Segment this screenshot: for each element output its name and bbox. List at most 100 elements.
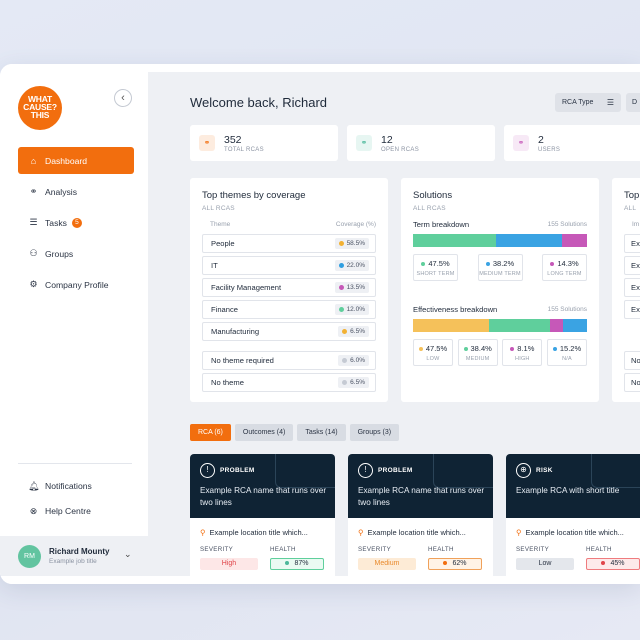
- filter-label: D: [632, 99, 638, 106]
- column-header-coverage: Coverage (%): [335, 221, 376, 228]
- chevron-left-icon: ‹: [121, 92, 125, 104]
- card-subtitle: ALL RCAS: [413, 205, 446, 212]
- sidebar-item-dashboard[interactable]: ⌂ Dashboard: [18, 147, 134, 174]
- solutions-card: Solutions ALL RCAS Term breakdown 155 So…: [401, 178, 599, 402]
- divider: [18, 463, 132, 464]
- location-pin-icon: ⚲: [358, 528, 364, 537]
- date-filter[interactable]: D: [626, 93, 640, 112]
- health-label: HEALTH: [586, 546, 612, 553]
- sidebar-bottom-nav: 🔔︎ Notifications ⊗ Help Centre: [18, 474, 134, 524]
- severity-badge: High: [200, 558, 258, 570]
- theme-row[interactable]: Ex: [624, 234, 640, 253]
- theme-row[interactable]: Facility Management 13.5%: [202, 278, 376, 297]
- theme-row[interactable]: Manufacturing 6.5%: [202, 322, 376, 341]
- sidebar-item-groups[interactable]: ⚇ Groups: [18, 240, 134, 267]
- severity-label: SEVERITY: [200, 546, 234, 553]
- user-profile[interactable]: RM Richard Mounty Example job title ⌄: [0, 536, 148, 576]
- theme-name: No theme: [211, 378, 244, 387]
- health-badge: 62%: [428, 558, 482, 570]
- rca-card[interactable]: ! PROBLEM Example RCA name that runs over …: [190, 454, 335, 576]
- coverage-dot: [338, 285, 344, 290]
- coverage-dot: [338, 263, 344, 268]
- rca-location: ⚲ Example location title which...: [358, 528, 466, 537]
- effect-solution-count: 155 Solutions: [547, 306, 587, 313]
- rca-location: ⚲ Example location title which...: [200, 528, 308, 537]
- breakdown-label: HIGH: [515, 356, 530, 362]
- breakdown-percent: 38.4%: [470, 344, 492, 353]
- sidebar-item-help-centre[interactable]: ⊗ Help Centre: [18, 499, 134, 523]
- coverage-value: 6.5%: [350, 328, 365, 335]
- breakdown-stat: 15.2% N/A: [547, 339, 587, 366]
- third-card: Top ALL Im Ex Ex Ex Ex No No: [612, 178, 640, 402]
- severity-badge: Medium: [358, 558, 416, 570]
- problem-icon: !: [200, 463, 215, 478]
- health-dot: [285, 561, 290, 566]
- collapse-sidebar-button[interactable]: ‹: [114, 89, 132, 107]
- theme-row[interactable]: People 58.5%: [202, 234, 376, 253]
- stat-label: USERS: [538, 146, 561, 153]
- coverage-value: 6.0%: [350, 357, 365, 364]
- breakdown-label: N/A: [562, 356, 572, 362]
- location-pin-icon: ⚲: [516, 528, 522, 537]
- theme-row[interactable]: Ex: [624, 300, 640, 319]
- tasks-icon: ☰: [29, 217, 38, 227]
- settings-icon: ⚙: [29, 279, 38, 289]
- tab-groups[interactable]: Groups (3): [349, 424, 400, 441]
- tab-tasks[interactable]: Tasks (14): [297, 424, 346, 441]
- theme-row[interactable]: Ex: [624, 278, 640, 297]
- breakdown-label: MEDIUM: [465, 356, 490, 362]
- theme-row[interactable]: IT 22.0%: [202, 256, 376, 275]
- tab-outcomes[interactable]: Outcomes (4): [234, 424, 294, 441]
- breakdown-stat: 8.1% HIGH: [502, 339, 543, 366]
- theme-row[interactable]: No: [624, 351, 640, 370]
- sidebar-item-tasks[interactable]: ☰ Tasks 5: [18, 209, 134, 236]
- breakdown-value: 38.4%: [459, 344, 497, 353]
- rca-card[interactable]: ⊕ RISK Example RCA with short title ⚲ Exampl…: [506, 454, 640, 576]
- theme-row[interactable]: No theme 6.5%: [202, 373, 376, 392]
- theme-row[interactable]: No theme required 6.0%: [202, 351, 376, 370]
- location-text: Example location title which...: [525, 528, 624, 537]
- breakdown-stat: 47.5% LOW: [413, 339, 453, 366]
- logo[interactable]: WHAT CAUSE? THIS: [18, 86, 62, 130]
- theme-row[interactable]: Ex: [624, 256, 640, 275]
- coverage-pill: 58.5%: [334, 238, 369, 249]
- rca-card[interactable]: ! PROBLEM Example RCA name that runs over …: [348, 454, 493, 576]
- stat-icon: ⚭: [199, 135, 215, 151]
- sidebar-item-analysis[interactable]: ⚭ Analysis: [18, 178, 134, 205]
- theme-name: Finance: [211, 305, 239, 314]
- decorative-shape: [275, 454, 335, 488]
- filter-icon: ☰: [606, 98, 614, 107]
- tab-rca[interactable]: RCA (6): [190, 424, 231, 441]
- stat-icon: ⚭: [513, 135, 529, 151]
- legend-dot: [418, 347, 423, 352]
- sidebar-item-label: Analysis: [45, 186, 77, 197]
- location-text: Example location title which...: [209, 528, 308, 537]
- stat-label: OPEN RCAS: [381, 146, 420, 153]
- column-header-theme: Theme: [210, 221, 231, 228]
- coverage-value: 22.0%: [346, 262, 365, 269]
- chevron-down-icon[interactable]: ⌄: [124, 549, 132, 559]
- health-dot: [601, 561, 606, 566]
- coverage-pill: 13.5%: [334, 282, 369, 293]
- legend-dot: [463, 347, 468, 352]
- filter-label: RCA Type: [562, 99, 594, 106]
- breakdown-stat: 14.3% LONG TERM: [542, 254, 587, 281]
- card-title: Top: [624, 190, 640, 201]
- avatar: RM: [18, 544, 41, 568]
- user-name: Richard Mounty: [49, 547, 110, 556]
- groups-icon: ⚇: [29, 248, 38, 258]
- sidebar-item-notifications[interactable]: 🔔︎ Notifications: [18, 474, 134, 498]
- health-label: HEALTH: [428, 546, 454, 553]
- rca-type-filter[interactable]: RCA Type ☰: [555, 93, 621, 112]
- coverage-value: 58.5%: [346, 240, 365, 247]
- stat-value: 352: [224, 133, 242, 146]
- column-header: Im: [632, 221, 640, 228]
- theme-row[interactable]: No: [624, 373, 640, 392]
- logo-text: CAUSE?: [23, 102, 57, 112]
- rca-card-header: ! PROBLEM Example RCA name that runs over …: [190, 454, 335, 518]
- health-value: 45%: [610, 560, 625, 567]
- theme-row[interactable]: Finance 12.0%: [202, 300, 376, 319]
- health-badge: 87%: [270, 558, 324, 570]
- legend-dot: [485, 262, 490, 267]
- sidebar-item-company-profile[interactable]: ⚙ Company Profile: [18, 271, 134, 298]
